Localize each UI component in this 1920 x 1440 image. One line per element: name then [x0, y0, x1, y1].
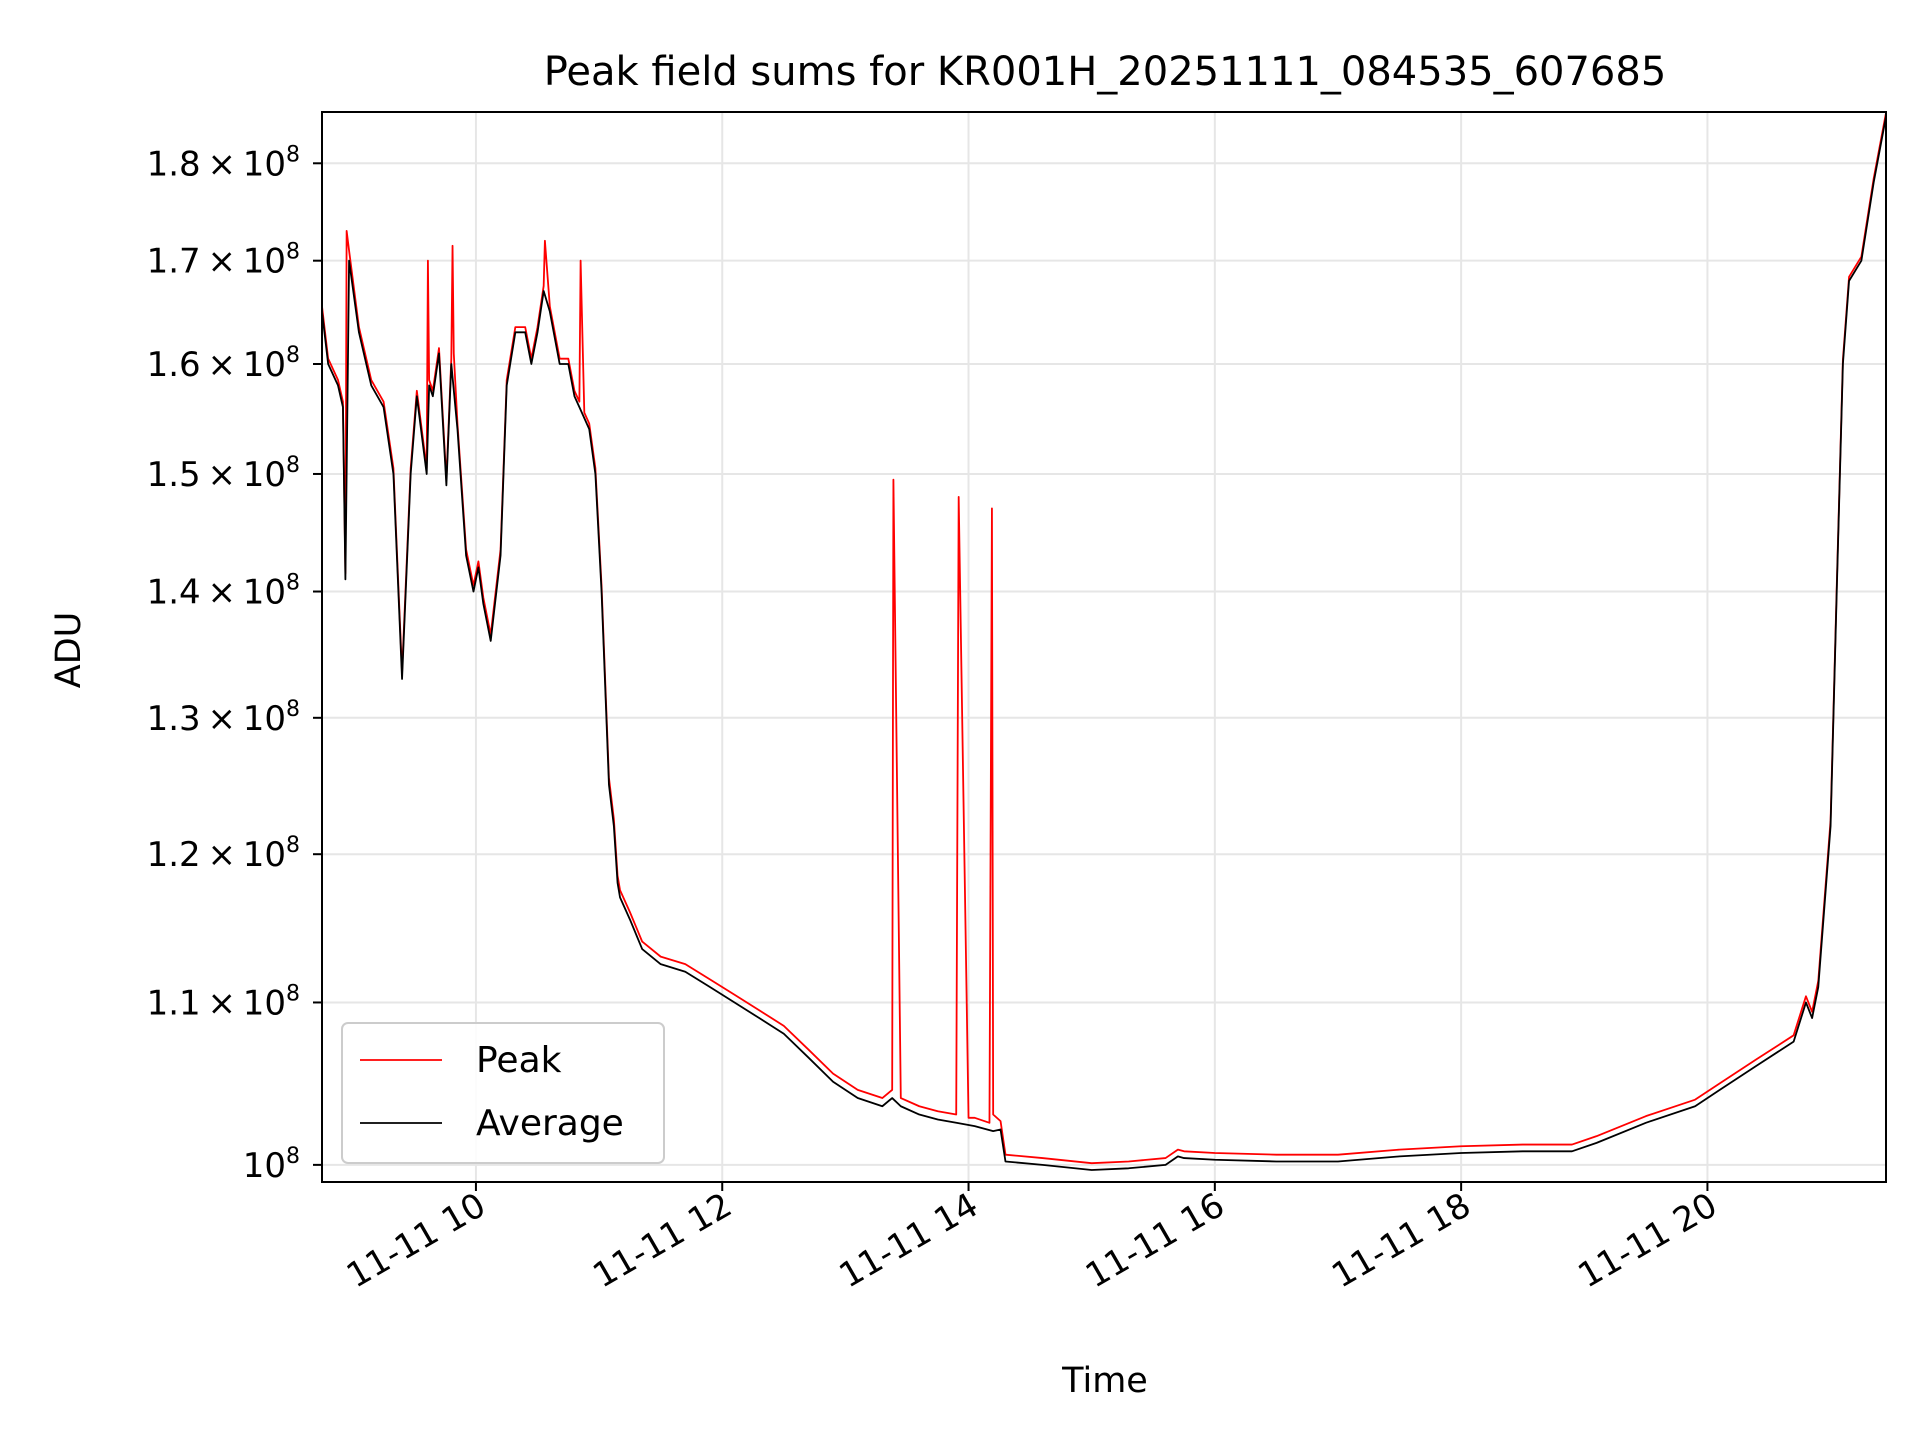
legend: Peak Average [341, 1022, 665, 1164]
plot-area [322, 112, 1886, 1171]
series-line-average [322, 116, 1886, 1171]
y-tick-label: 1.3 × 108 [147, 697, 300, 739]
y-tick-label: 1.5 × 108 [147, 453, 300, 495]
legend-label-average: Average [476, 1103, 624, 1144]
y-tick-label: 1.2 × 108 [147, 833, 300, 875]
y-tick-label: 1.1 × 108 [147, 981, 300, 1023]
grid-lines [322, 112, 1886, 1182]
y-axis-label: ADU [49, 612, 89, 689]
chart-title: Peak field sums for KR001H_20251111_0845… [544, 49, 1667, 95]
y-tick-label: 108 [243, 1144, 300, 1186]
y-tick-label: 1.7 × 108 [147, 240, 300, 282]
y-tick-label: 1.4 × 108 [147, 571, 300, 613]
legend-box [341, 1022, 665, 1164]
y-tick-label: 1.8 × 108 [147, 142, 300, 184]
plot-frame [321, 111, 1887, 1183]
legend-label-peak: Peak [476, 1040, 562, 1081]
y-tick-label: 1.6 × 108 [147, 343, 300, 385]
x-axis-label: Time [1061, 1361, 1148, 1401]
y-axis: 108 1.1 × 108 1.2 × 108 1.3 × 108 1.4 × 108 1… [147, 142, 322, 1186]
